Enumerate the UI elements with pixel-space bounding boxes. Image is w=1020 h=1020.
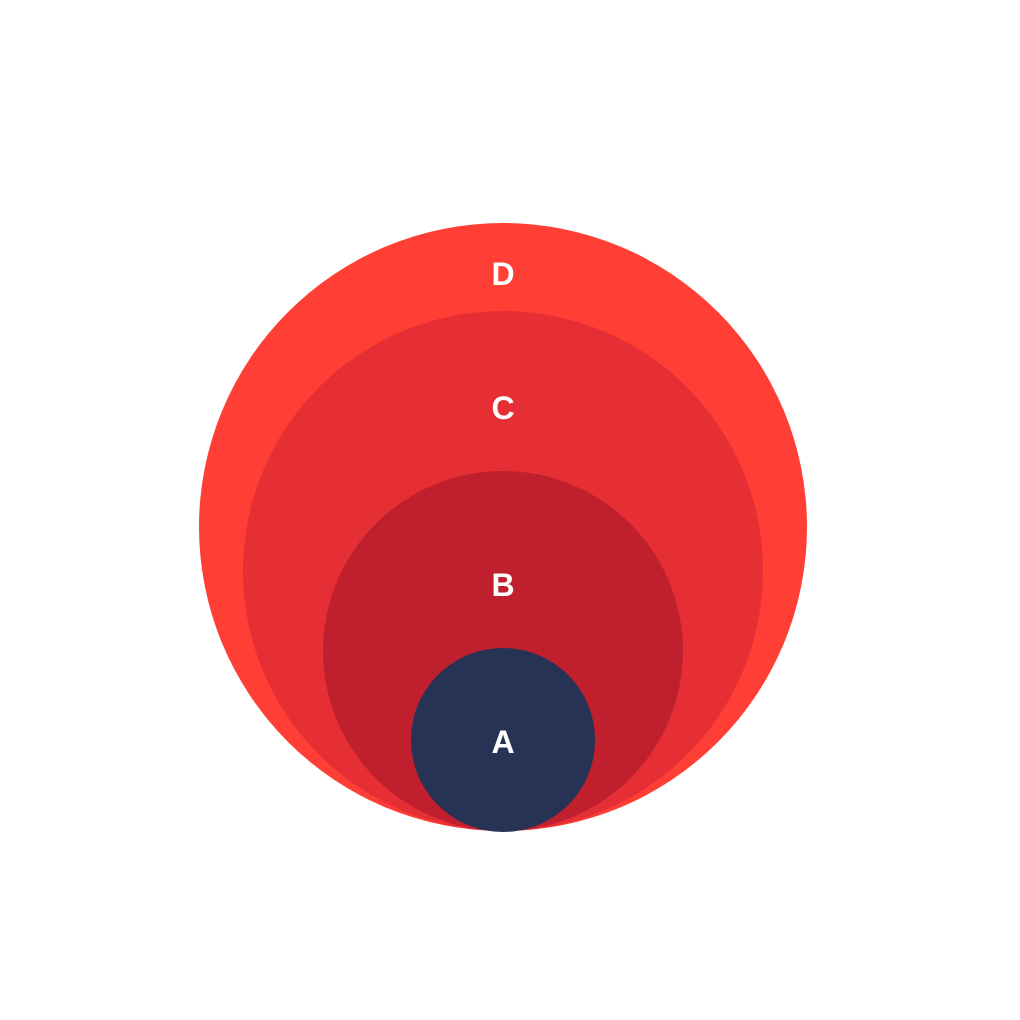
circle-c-label: C xyxy=(491,390,514,426)
circle-b-label: B xyxy=(491,567,514,603)
circle-a-label: A xyxy=(491,724,514,760)
circle-a xyxy=(411,648,595,832)
circle-d-label: D xyxy=(491,256,514,292)
